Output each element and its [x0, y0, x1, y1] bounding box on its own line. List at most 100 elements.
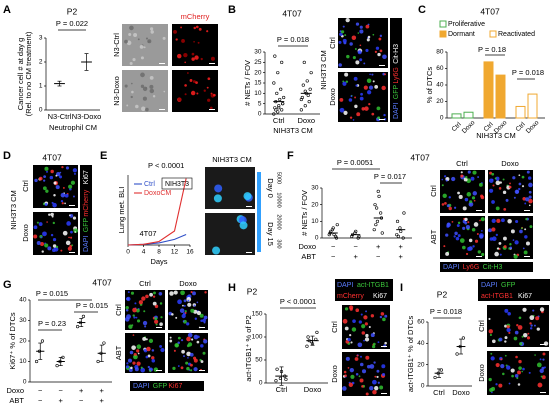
- panel-title: 4T07: [480, 6, 500, 16]
- data-point: [396, 234, 400, 238]
- micrograph-spot: [541, 375, 546, 380]
- micrograph-spot: [129, 61, 133, 65]
- micrograph-spot: [64, 193, 69, 198]
- micrograph-spot: [354, 357, 359, 361]
- micrograph-spot: [488, 317, 491, 320]
- data-point: [402, 211, 406, 215]
- legend-background: [80, 165, 92, 255]
- micrograph-spot: [124, 39, 128, 44]
- micrograph-spot: [142, 336, 147, 341]
- micrograph-spot: [200, 319, 203, 322]
- micrograph-spot: [510, 368, 515, 373]
- legend-entry: Cit-H3: [393, 44, 400, 64]
- micrograph-spot: [181, 313, 186, 319]
- micrograph-spot: [507, 311, 511, 316]
- micrograph-spot: [180, 339, 184, 342]
- micrograph-spot: [363, 85, 368, 90]
- micrograph-spot: [494, 251, 499, 257]
- micrograph-spot: [494, 177, 497, 180]
- data-point: [376, 189, 380, 193]
- micrograph-spot: [445, 179, 448, 182]
- micrograph-spot: [151, 356, 155, 360]
- scale-bar: [381, 393, 387, 394]
- micrograph-spot: [177, 365, 180, 367]
- micrograph-spot: [467, 170, 471, 174]
- data-point: [356, 236, 360, 240]
- colorbar-label: 5000: [276, 172, 282, 184]
- bar: [451, 113, 462, 119]
- micrograph-spot: [177, 341, 180, 345]
- micrograph-spot: [489, 178, 494, 183]
- micrograph-spot: [194, 317, 198, 320]
- micrograph-spot: [374, 84, 379, 89]
- data-point: [280, 60, 284, 64]
- micrograph-spot: [453, 206, 457, 209]
- micrograph-spot: [356, 112, 361, 117]
- micrograph-spot: [192, 291, 196, 296]
- micrograph-spot: [509, 243, 512, 246]
- micrograph-spot: [467, 246, 472, 251]
- micrograph-spot: [528, 176, 532, 180]
- micrograph-spot: [446, 222, 451, 228]
- micrograph-spot: [368, 326, 371, 329]
- row-sign: +: [100, 396, 105, 405]
- micrograph-spot: [512, 176, 516, 180]
- legend-entry: Ki67: [168, 383, 182, 390]
- row-label: ABT: [301, 252, 316, 261]
- micrograph-spot: [47, 246, 52, 251]
- micrograph-spot: [139, 45, 144, 49]
- micrograph-spot: [136, 349, 140, 353]
- micrograph-spot: [204, 291, 207, 294]
- micrograph-spot: [455, 236, 460, 241]
- micrograph-spot: [148, 338, 154, 343]
- micrograph-spot: [133, 33, 138, 37]
- micrograph-spot: [338, 40, 342, 44]
- micrograph-spot: [190, 369, 193, 372]
- x-axis-label: Neutrophil CM: [49, 123, 97, 132]
- micrograph-spot: [380, 312, 385, 316]
- micrograph-spot: [363, 339, 365, 342]
- micrograph-spot: [534, 354, 536, 356]
- micrograph-spot: [516, 324, 519, 327]
- row-sign: −: [354, 242, 359, 251]
- micrograph-spot: [140, 84, 145, 88]
- micrograph-spot: [52, 244, 57, 248]
- micrograph-spot: [526, 336, 531, 340]
- y-axis-label: (Rel. to no CM treatment): [24, 31, 33, 116]
- micrograph-spot: [524, 228, 527, 231]
- micrograph-spot: [343, 370, 347, 374]
- micrograph-spot: [212, 246, 221, 255]
- micrograph-spot: [133, 352, 137, 357]
- row-sign: +: [376, 242, 381, 251]
- micrograph-spot: [473, 222, 479, 227]
- micrograph-spot: [355, 60, 360, 65]
- micrograph-spot: [149, 75, 154, 80]
- micrograph-spot: [503, 207, 507, 211]
- scale-bar: [209, 109, 215, 110]
- micrograph-spot: [137, 352, 140, 355]
- legend-background: [130, 381, 204, 391]
- micrograph-spot: [172, 366, 176, 371]
- micrograph-spot: [186, 336, 191, 342]
- x-axis-label: NIH3T3 CM: [273, 126, 313, 135]
- y-tick-label: 15: [254, 80, 262, 87]
- micrograph-spot: [374, 385, 379, 391]
- micrograph-spot: [506, 327, 511, 333]
- micrograph-spot: [365, 333, 369, 338]
- data-point: [306, 93, 310, 97]
- scale-bar: [246, 252, 252, 253]
- data-point: [275, 91, 279, 95]
- y-tick-label: 0: [421, 383, 425, 390]
- micrograph-spot: [127, 358, 133, 363]
- y-tick-label: 0: [23, 379, 27, 386]
- micrograph-spot: [149, 369, 152, 373]
- panel-letter: A: [3, 4, 11, 16]
- micrograph-spot: [502, 372, 505, 376]
- micrograph-spot: [125, 308, 129, 312]
- micrograph-spot: [131, 90, 134, 94]
- micrograph-spot: [132, 58, 136, 62]
- micrograph-spot: [72, 216, 77, 220]
- micrograph-spot: [460, 174, 464, 178]
- image-label: Doxo: [21, 224, 30, 242]
- micrograph-spot: [488, 377, 492, 382]
